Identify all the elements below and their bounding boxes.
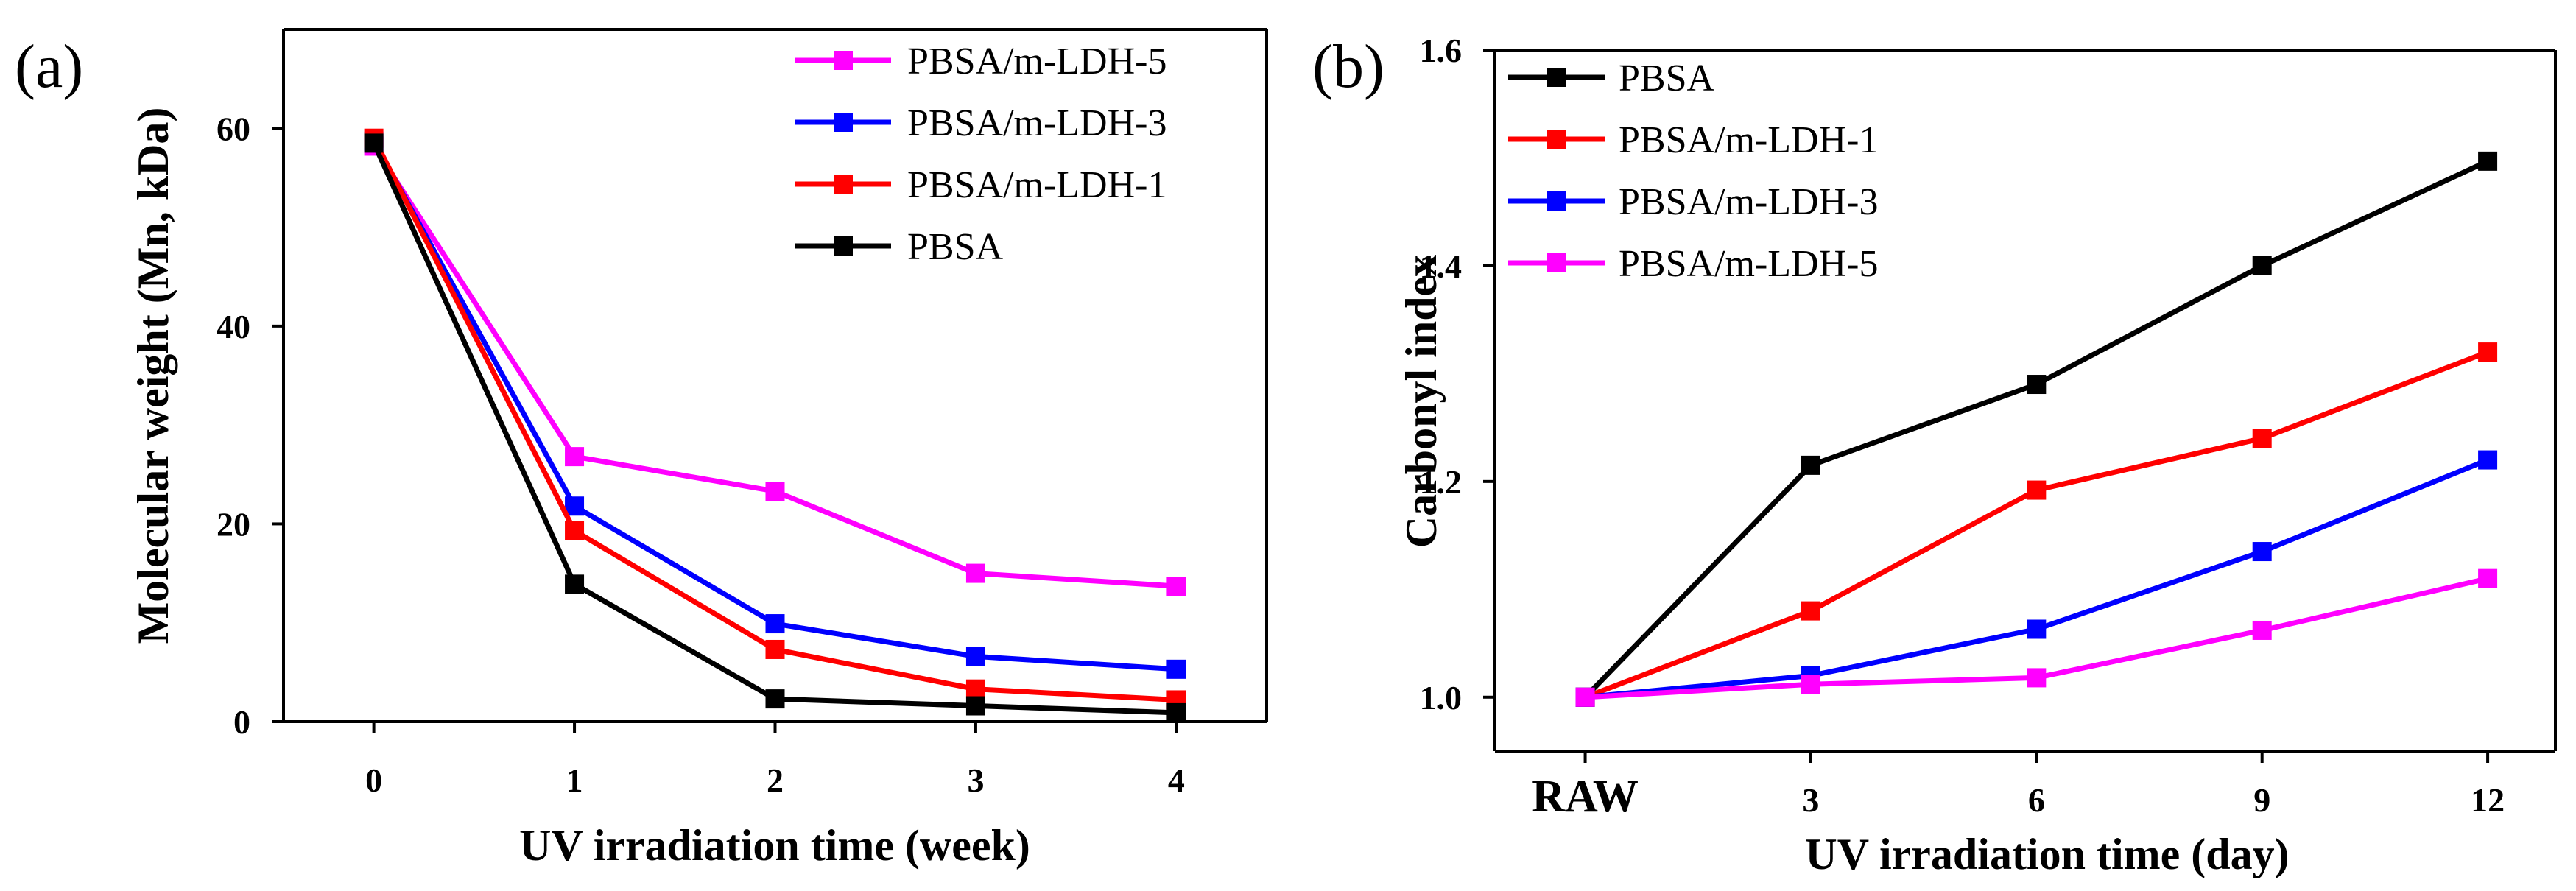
data-point [1575, 687, 1595, 707]
data-point [565, 574, 585, 594]
legend-label: PBSA/m-LDH-3 [907, 102, 1166, 144]
legend-label: PBSA/m-LDH-5 [1619, 243, 1878, 285]
data-point [765, 689, 785, 709]
data-point [765, 614, 785, 634]
series-line [1584, 349, 2489, 700]
legend-entry: PBSA/m-LDH-1 [1508, 119, 1878, 161]
data-point [364, 133, 384, 153]
y-tick-label: 1.6 [1420, 32, 1463, 69]
legend-marker [1547, 253, 1566, 272]
data-point [1801, 675, 1820, 694]
data-point [2252, 429, 2272, 448]
x-tick-label: 3 [1802, 781, 1819, 819]
legend-label: PBSA/m-LDH-3 [1619, 181, 1878, 223]
data-point [2027, 619, 2047, 639]
x-tick-label: 3 [967, 761, 984, 799]
x-tick-label: 2 [767, 761, 784, 799]
x-tick-label: 1 [566, 761, 583, 799]
data-point [765, 639, 785, 659]
series-pbsa [364, 133, 1186, 722]
x-axis-title: UV irradiation time (day) [1805, 830, 2289, 878]
x-tick-label: RAW [1532, 772, 1639, 822]
data-point [565, 447, 585, 467]
series-pbsa-m-ldh-3 [364, 131, 1186, 679]
series-line [371, 144, 1177, 589]
legend-label: PBSA [1619, 57, 1715, 99]
data-point [965, 696, 985, 716]
legend-entry: PBSA/m-LDH-3 [1508, 181, 1878, 223]
x-tick-label: 12 [2471, 781, 2505, 819]
y-tick-label: 1.0 [1420, 679, 1463, 716]
x-tick-label: 9 [2253, 781, 2270, 819]
data-point [2478, 450, 2498, 470]
legend-label: PBSA/m-LDH-1 [1619, 119, 1878, 161]
panel-label: (b) [1312, 32, 1384, 101]
y-tick-label: 40 [217, 308, 250, 345]
legend-marker [834, 51, 853, 70]
legend-entry: PBSA/m-LDH-3 [795, 102, 1166, 144]
data-point [2252, 542, 2272, 562]
legend-entry: PBSA/m-LDH-5 [795, 40, 1166, 82]
series-pbsa-m-ldh-5 [1575, 568, 2498, 707]
data-point [2252, 620, 2272, 640]
y-axis-title: Molecular weight (Mn, kDa) [129, 108, 177, 644]
data-point [2027, 375, 2047, 395]
y-tick-label: 1.4 [1420, 247, 1463, 285]
data-point [2478, 151, 2498, 171]
series-pbsa-m-ldh-5 [364, 136, 1186, 596]
data-point [565, 496, 585, 516]
legend-marker [834, 236, 853, 256]
x-tick-label: 6 [2028, 781, 2045, 819]
series-line [1583, 158, 2489, 700]
legend-label: PBSA [907, 226, 1004, 268]
legend-marker [1547, 191, 1566, 211]
y-tick-label: 60 [217, 110, 250, 147]
x-tick-label: 0 [365, 761, 382, 799]
legend-entry: PBSA/m-LDH-5 [1508, 243, 1878, 285]
legend-marker [834, 113, 853, 132]
data-point [2478, 568, 2498, 588]
data-point [1166, 659, 1186, 679]
data-point [965, 647, 985, 666]
x-axis-title: UV irradiation time (week) [519, 821, 1030, 870]
series-pbsa-m-ldh-1 [1575, 342, 2498, 707]
legend-entry: PBSA [795, 226, 1004, 268]
x-tick-label: 4 [1168, 761, 1185, 799]
data-point [1801, 455, 1820, 475]
data-point [965, 563, 985, 583]
data-point [2027, 668, 2047, 688]
data-point [1801, 601, 1820, 621]
data-point [2027, 480, 2047, 500]
legend-entry: PBSA/m-LDH-1 [795, 164, 1166, 206]
data-point [2252, 256, 2272, 275]
legend-label: PBSA/m-LDH-1 [907, 164, 1166, 206]
legend-marker [834, 175, 853, 194]
y-tick-label: 0 [233, 703, 250, 741]
y-axis-title: Carbonyl index [1397, 255, 1446, 548]
y-tick-label: 1.2 [1420, 463, 1463, 501]
panel-b: RAW 3 6 9 12 1.0 1.2 1.4 1.6 UV irradiation time … [1312, 32, 2557, 878]
data-point [1166, 577, 1186, 596]
data-point [565, 521, 585, 540]
series-pbsa [1575, 151, 2498, 707]
legend-marker [1547, 68, 1566, 87]
legend-entry: PBSA [1508, 57, 1715, 99]
y-tick-label: 20 [217, 505, 250, 543]
data-point [1166, 702, 1186, 722]
legend-marker [1547, 130, 1566, 149]
data-point [965, 679, 985, 699]
panel-label: (a) [15, 32, 83, 101]
data-point [765, 482, 785, 501]
data-point [2478, 342, 2498, 362]
legend-label: PBSA/m-LDH-5 [907, 40, 1166, 82]
